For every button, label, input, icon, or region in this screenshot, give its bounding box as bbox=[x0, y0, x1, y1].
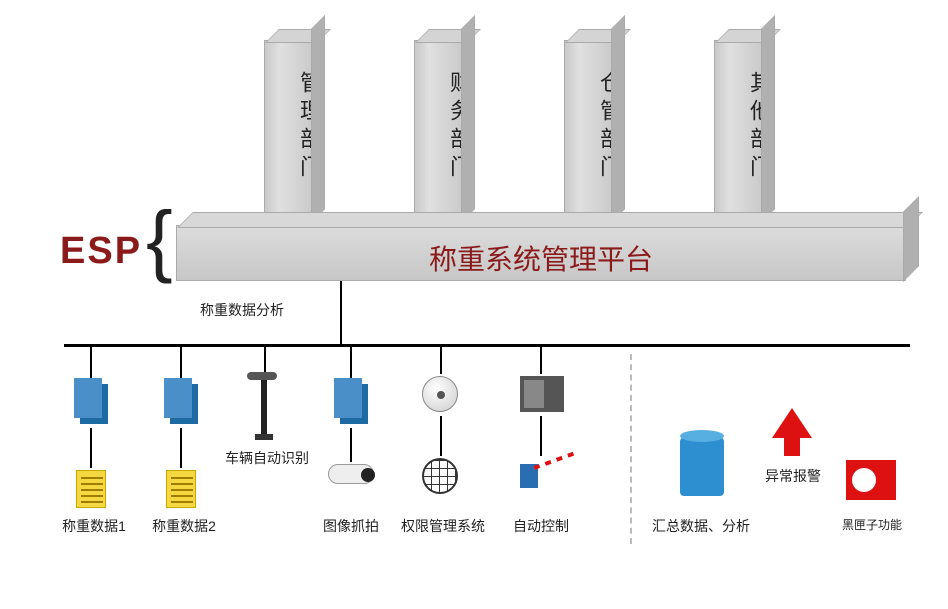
drop-line bbox=[180, 428, 182, 468]
node-label: 车辆自动识别 bbox=[222, 448, 312, 468]
alarm-arrow-icon bbox=[772, 408, 812, 438]
connector-line bbox=[340, 281, 342, 344]
barrier-icon bbox=[520, 458, 564, 488]
node-label: 称重数据1 bbox=[54, 516, 134, 536]
cylinder-icon bbox=[680, 436, 724, 496]
analysis-label: 称重数据分析 bbox=[200, 300, 320, 320]
pillar-label: 仓管部门 bbox=[577, 71, 625, 183]
node-label: 图像抓拍 bbox=[316, 516, 386, 536]
pillar: 其他部门 bbox=[714, 40, 764, 220]
cctv-icon bbox=[328, 464, 374, 484]
pillar-label: 财务部门 bbox=[427, 71, 475, 183]
database-icon bbox=[340, 384, 368, 424]
document-icon bbox=[166, 470, 196, 508]
dashed-separator bbox=[630, 354, 632, 544]
node-label: 自动控制 bbox=[506, 516, 576, 536]
document-icon bbox=[76, 470, 106, 508]
pillar: 财务部门 bbox=[414, 40, 464, 220]
drop-line bbox=[350, 428, 352, 462]
node-label: 汇总数据、分析 bbox=[646, 516, 756, 536]
pillar: 管理部门 bbox=[264, 40, 314, 220]
globe-icon bbox=[422, 458, 458, 494]
bus-line bbox=[64, 344, 910, 347]
node-label: 黑匣子功能 bbox=[832, 516, 912, 533]
plc-icon bbox=[520, 376, 564, 412]
drop-line bbox=[540, 344, 542, 374]
drop-line bbox=[440, 344, 442, 374]
blackbox-icon bbox=[846, 460, 896, 500]
drop-line bbox=[540, 416, 542, 456]
node-label: 称重数据2 bbox=[144, 516, 224, 536]
pillar: 仓管部门 bbox=[564, 40, 614, 220]
node-label: 权限管理系统 bbox=[398, 516, 488, 536]
database-icon bbox=[170, 384, 198, 424]
drop-line bbox=[440, 416, 442, 456]
brace-icon: { bbox=[146, 200, 173, 280]
drop-line bbox=[264, 344, 266, 374]
pillar-label: 其他部门 bbox=[727, 71, 775, 183]
node-label: 异常报警 bbox=[758, 466, 828, 486]
platform-title: 称重系统管理平台 bbox=[177, 238, 905, 278]
database-icon bbox=[80, 384, 108, 424]
drop-line bbox=[180, 344, 182, 382]
esp-label: ESP bbox=[60, 230, 142, 273]
pillar-label: 管理部门 bbox=[277, 71, 325, 183]
disk-icon bbox=[422, 376, 458, 412]
drop-line bbox=[90, 344, 92, 382]
drop-line bbox=[90, 428, 92, 468]
drop-line bbox=[350, 344, 352, 382]
camera-pole-icon bbox=[261, 378, 267, 438]
platform-bar: 称重系统管理平台 bbox=[176, 225, 906, 281]
